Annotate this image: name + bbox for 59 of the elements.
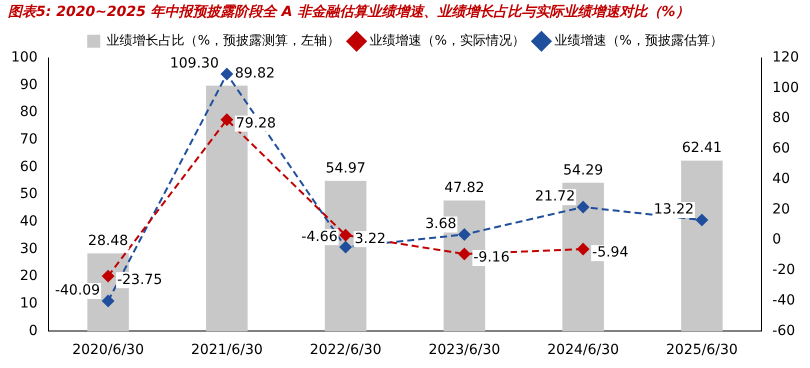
point	[340, 229, 352, 242]
point	[696, 214, 708, 226]
data-label: 62.41	[682, 140, 722, 156]
y-tick-label: 10	[20, 296, 38, 312]
y2-tick-label: 120	[772, 49, 800, 66]
data-label: 89.82	[234, 65, 275, 82]
data-label: 3.22	[354, 230, 386, 247]
y-tick-label: 20	[20, 268, 38, 284]
point	[577, 201, 590, 214]
data-label: 13.22	[654, 202, 694, 218]
x-tick-label: 2021/6/30	[190, 342, 263, 358]
legend-label: 业绩增速（%，实际情况）	[370, 34, 525, 49]
data-label: 109.30	[170, 56, 219, 72]
data-label: -4.66	[301, 228, 338, 245]
data-label: 79.28	[236, 115, 276, 132]
y-tick-label: 80	[20, 104, 38, 120]
y-tick-label: 70	[20, 131, 38, 148]
y2-tick-label: 80	[772, 110, 790, 126]
y2-tick-label: -20	[772, 262, 796, 278]
data-label: -40.09	[54, 282, 100, 299]
data-label: 54.29	[563, 162, 604, 178]
data-label: 54.97	[326, 160, 366, 177]
data-label: 28.48	[88, 232, 128, 249]
point	[458, 228, 470, 240]
y-tick-label: 100	[10, 49, 38, 66]
y-tick-label: 30	[20, 240, 38, 257]
data-label: 21.72	[535, 188, 576, 205]
y2-tick-label: -40	[772, 292, 796, 308]
y2-tick-label: 20	[772, 201, 790, 218]
y2-tick-label: 60	[772, 140, 790, 157]
x-tick-label: 2023/6/30	[428, 342, 500, 358]
point	[102, 270, 114, 282]
point	[220, 114, 233, 126]
point	[458, 248, 470, 260]
y2-tick-label: 0	[772, 232, 782, 248]
data-label: 3.68	[425, 216, 456, 232]
y2-tick-label: 40	[772, 170, 790, 187]
x-tick-label: 2024/6/30	[547, 342, 620, 358]
point	[340, 241, 352, 254]
x-tick-label: 2022/6/30	[310, 342, 382, 358]
point	[577, 243, 590, 256]
data-label: -9.16	[473, 250, 510, 266]
y2-tick-label: -60	[772, 322, 796, 339]
data-label: -23.75	[117, 272, 162, 288]
chart-title: 图表5: 2020~2025 年中报预披露阶段全 A 非金融估算业绩增速、业绩增长占比与实际业绩增速对比（%）	[8, 3, 690, 20]
y2-tick-label: 100	[772, 80, 800, 96]
y-tick-label: 90	[20, 76, 38, 93]
y-tick-label: 60	[20, 158, 38, 175]
x-tick-label: 2025/6/30	[666, 342, 738, 358]
legend-label: 业绩增长占比（%，预披露测算，左轴）	[106, 34, 340, 49]
y-tick-label: 0	[28, 322, 38, 339]
x-tick-label: 2020/6/30	[72, 342, 144, 358]
legend-label: 业绩增速（%，预披露估算）	[554, 34, 723, 49]
point	[102, 294, 114, 307]
y-tick-label: 40	[20, 213, 38, 230]
point	[220, 68, 233, 80]
data-label: 47.82	[444, 180, 484, 196]
data-label: -5.94	[592, 244, 628, 261]
y-tick-label: 50	[20, 186, 38, 202]
